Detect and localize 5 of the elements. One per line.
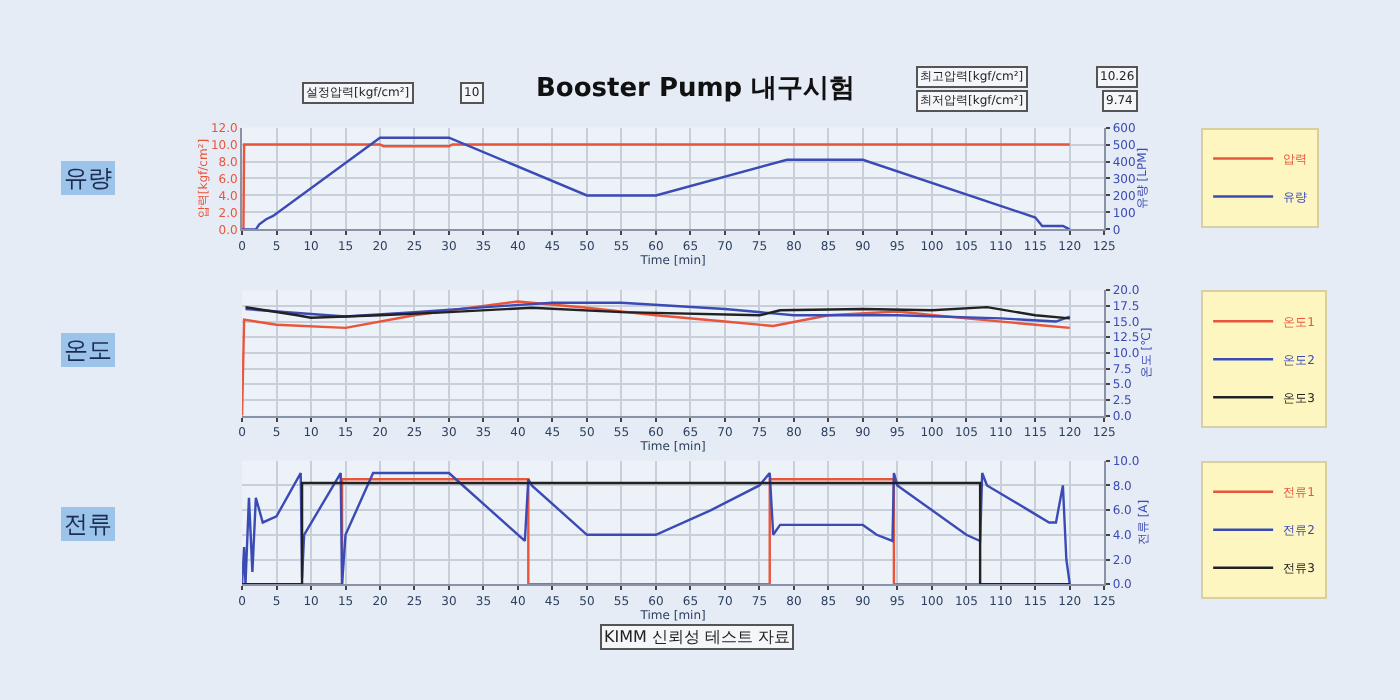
text: 온도 xyxy=(64,336,112,364)
text: KIMM 신뢰성 테스트 자료 xyxy=(604,628,791,646)
chart-title: Booster Pump 내구시험 xyxy=(536,74,856,104)
text: 유량 xyxy=(64,164,112,192)
text: 전류 xyxy=(64,510,112,538)
